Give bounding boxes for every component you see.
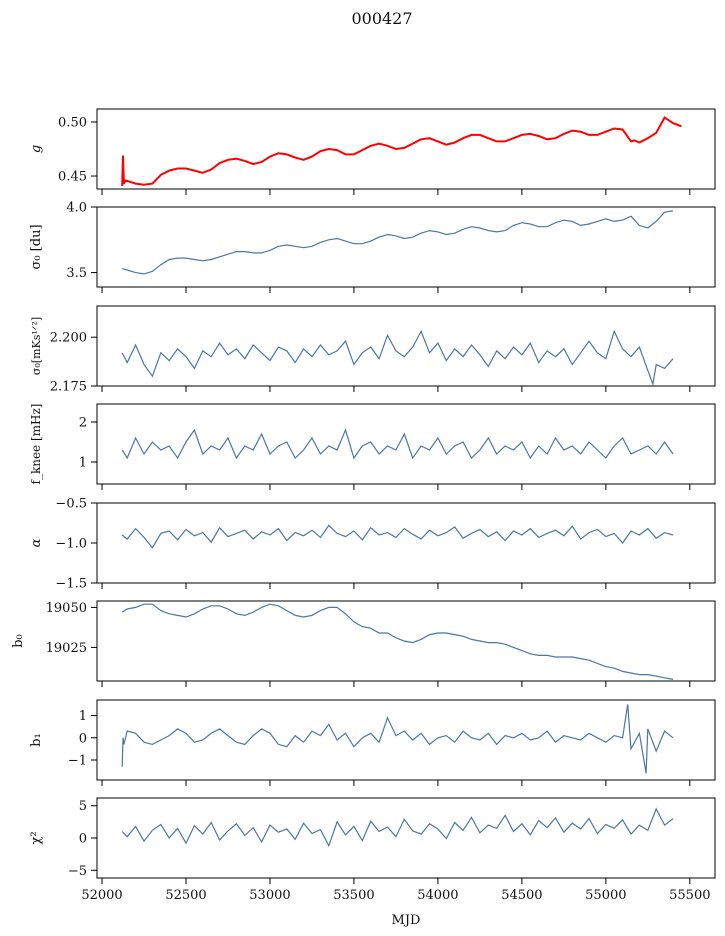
y-tick-label: 1	[79, 709, 87, 724]
y-tick-label: −5	[68, 864, 87, 879]
x-tick-label: 52500	[165, 888, 206, 903]
series-g-g	[121, 116, 682, 187]
plot-frame-g	[96, 108, 716, 190]
series-b0-b0	[121, 603, 674, 680]
panel-sigma0_mks: 2.175 2.200 σ₀[mKs¹ᐟ²]	[30, 305, 716, 395]
x-tick-label: 55500	[669, 888, 710, 903]
x-tick-label: 54500	[501, 888, 542, 903]
x-tick-label: 53500	[333, 888, 374, 903]
y-tick-label: 2	[79, 416, 87, 431]
y-axis-label-fknee: f_knee [mHz]	[29, 404, 43, 485]
y-tick-label: −1.0	[55, 537, 87, 552]
x-tick-label: 53000	[249, 888, 290, 903]
y-axis-label-sigma0_mks: σ₀[mKs¹ᐟ²]	[30, 317, 43, 375]
plot-frame-chi2	[96, 797, 716, 879]
y-tick-label: 0.45	[58, 170, 87, 185]
y-axis-label-b0: b₀	[11, 634, 26, 648]
figure-title: 000427	[351, 9, 412, 28]
series-sigma0-sigma0	[122, 210, 674, 275]
y-tick-label: 2.200	[50, 331, 87, 346]
panel-b0: 19025 19050 b₀	[11, 600, 716, 687]
y-tick-label: 19050	[46, 601, 87, 616]
series-sigma0_mks-sigma0_mks	[121, 329, 674, 386]
y-axis-label-chi2: χ²	[29, 831, 44, 844]
panel-fknee: 1 2 f_knee [mHz]	[29, 403, 716, 490]
y-tick-label: 0.50	[58, 115, 87, 130]
series-b1-b1	[121, 704, 674, 774]
x-axis-label: MJD	[392, 913, 421, 928]
y-axis-label-g: g	[29, 145, 44, 153]
panel-b1: −1 0 1 b₁	[29, 699, 716, 786]
panel-chi2: 52000 52500 53000 53500 54000 54500 55000 55500…	[29, 797, 716, 903]
series-alpha-alpha	[121, 524, 674, 549]
y-tick-label: 1	[79, 456, 87, 471]
x-tick-label: 52000	[81, 888, 122, 903]
y-tick-label: 4.0	[66, 201, 87, 216]
plot-frame-sigma0	[96, 206, 716, 288]
y-tick-label: 0	[79, 832, 87, 847]
plot-frame-b1	[96, 699, 716, 781]
plot-frame-fknee	[96, 403, 716, 485]
y-tick-label: −1.5	[55, 577, 87, 592]
plot-frame-sigma0_mks	[96, 305, 716, 387]
y-tick-label: −0.5	[55, 497, 87, 512]
x-tick-label: 55000	[585, 888, 626, 903]
y-tick-label: 2.175	[50, 380, 87, 395]
plot-frame-b0	[96, 600, 716, 682]
y-tick-label: 19025	[46, 641, 87, 656]
y-tick-label: 5	[79, 799, 87, 814]
series-chi2-chi2	[121, 807, 674, 848]
series-fknee-fknee	[121, 428, 674, 460]
y-tick-label: −1	[68, 754, 87, 769]
y-tick-label: 0	[79, 731, 87, 746]
y-axis-label-alpha: α	[29, 538, 44, 547]
panels: 0.45 0.50 g 3.5 4.0 σ₀ [du] 2.175 2.200 σ₀[mKs¹ᐟ…	[11, 108, 716, 903]
panel-sigma0: 3.5 4.0 σ₀ [du]	[29, 201, 716, 293]
y-tick-label: 3.5	[66, 266, 87, 281]
series-g-fit	[121, 116, 682, 186]
y-axis-label-b1: b₁	[29, 733, 44, 747]
panel-g: 0.45 0.50 g	[29, 108, 716, 195]
panel-alpha: −1.5 −1.0 −0.5 α	[29, 497, 716, 592]
x-tick-label: 54000	[417, 888, 458, 903]
y-axis-label-sigma0: σ₀ [du]	[29, 224, 44, 269]
